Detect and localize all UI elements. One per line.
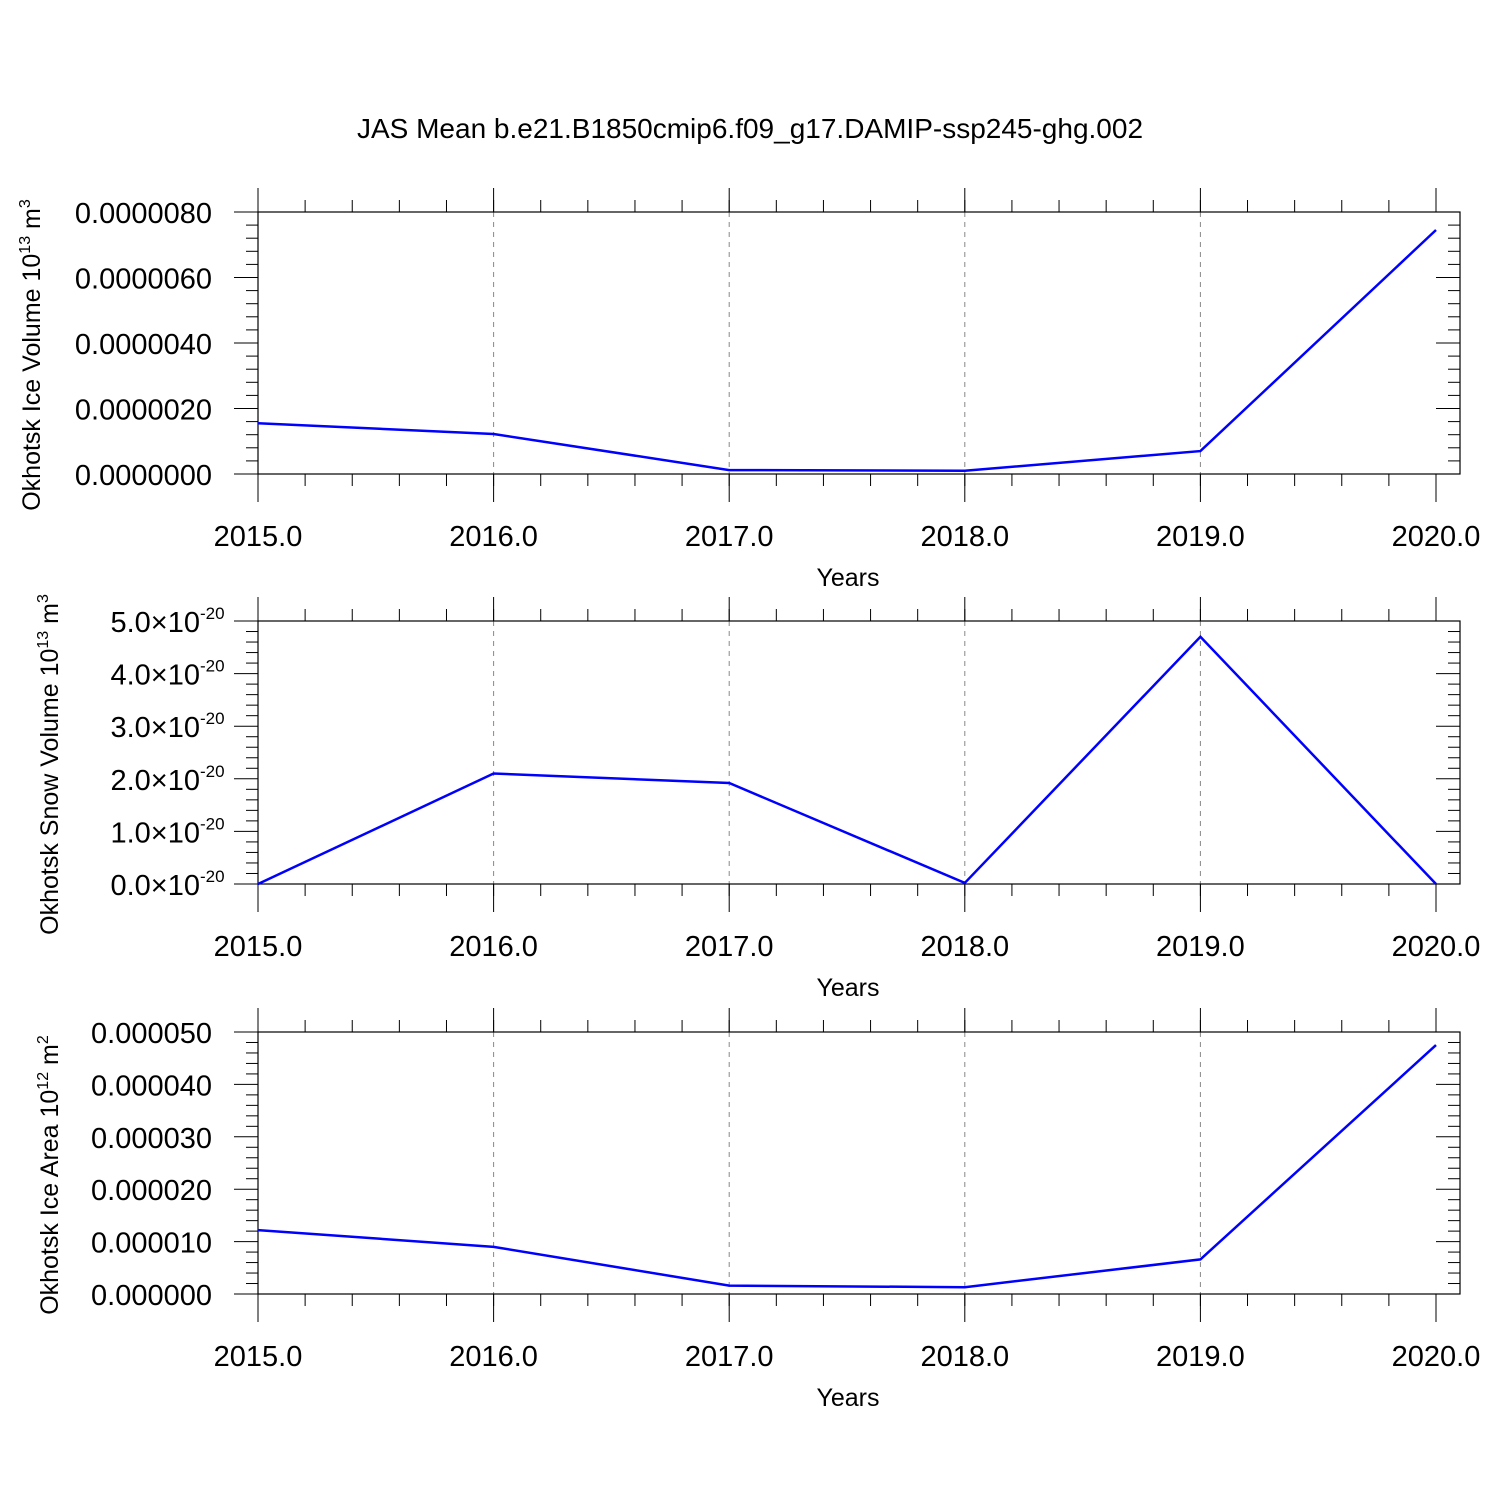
y-tick-label: 0.0000060	[75, 264, 212, 296]
y-tick-exponent: -20	[200, 657, 225, 676]
x-tick-label: 2016.0	[449, 521, 538, 553]
x-tick-label: 2018.0	[920, 931, 1009, 963]
x-tick-label: 2018.0	[920, 1341, 1009, 1373]
panel-ice-volume: 2015.0 2016.0 2017.0 2018.0 2019.0 2020.0 Year…	[17, 188, 1480, 592]
y-tick-label: 0.0×10	[110, 870, 200, 902]
x-tick-label: 2019.0	[1156, 521, 1245, 553]
y-axis-title: Okhotsk Snow Volume 1013 m3	[35, 594, 64, 935]
y-tick-exponent: -20	[200, 709, 225, 728]
panel-snow-volume: 2015.0 2016.0 2017.0 2018.0 2019.0 2020.0 Year…	[35, 594, 1480, 1002]
y-tick-label: 5.0×10	[110, 607, 200, 639]
x-tick-label: 2017.0	[685, 1341, 774, 1373]
series-line	[257, 229, 1437, 472]
y-tick-label: 0.000020	[91, 1175, 212, 1207]
y-axis-title: Okhotsk Ice Volume 1013 m3	[17, 199, 46, 511]
plot-frame	[257, 211, 1461, 475]
x-axis-title: Years	[816, 974, 879, 1002]
y-tick-label: 0.0000020	[75, 395, 212, 427]
x-tick-label: 2018.0	[920, 521, 1009, 553]
y-tick-exponent: -20	[200, 604, 225, 623]
y-tick-label: 0.0000040	[75, 329, 212, 361]
plot-frame	[257, 1031, 1461, 1295]
y-tick-label: 0.000010	[91, 1228, 212, 1260]
y-tick-label: 0.000030	[91, 1123, 212, 1155]
x-tick-label: 2017.0	[685, 931, 774, 963]
y-tick-label: 0.0000080	[75, 198, 212, 230]
y-tick-exponent: -20	[200, 762, 225, 781]
x-axis-title: Years	[816, 1384, 879, 1412]
x-tick-label: 2017.0	[685, 521, 774, 553]
y-tick-label: 0.000000	[91, 1280, 212, 1312]
panel-ice-area: 2015.0 2016.0 2017.0 2018.0 2019.0 2020.0 Year…	[35, 1008, 1480, 1412]
x-tick-label: 2016.0	[449, 1341, 538, 1373]
chart-title: JAS Mean b.e21.B1850cmip6.f09_g17.DAMIP-…	[357, 113, 1143, 144]
series-line	[257, 1044, 1437, 1289]
y-tick-label: 0.000040	[91, 1070, 212, 1102]
y-tick-label: 3.0×10	[110, 712, 200, 744]
x-tick-label: 2015.0	[214, 1341, 303, 1373]
x-tick-label: 2015.0	[214, 521, 303, 553]
plot-frame	[257, 620, 1461, 885]
series-line	[257, 634, 1437, 886]
x-axis-title: Years	[816, 564, 879, 592]
x-tick-label: 2020.0	[1392, 1341, 1481, 1373]
y-tick-label: 4.0×10	[110, 660, 200, 692]
x-tick-label: 2020.0	[1392, 521, 1481, 553]
y-tick-label: 1.0×10	[110, 817, 200, 849]
x-tick-label: 2019.0	[1156, 931, 1245, 963]
y-axis-title: Okhotsk Ice Area 1012 m2	[35, 1035, 64, 1315]
x-tick-label: 2020.0	[1392, 931, 1481, 963]
y-tick-label: 0.000050	[91, 1018, 212, 1050]
y-tick-label: 2.0×10	[110, 765, 200, 797]
x-tick-label: 2019.0	[1156, 1341, 1245, 1373]
y-tick-exponent: -20	[200, 867, 225, 886]
x-tick-label: 2016.0	[449, 931, 538, 963]
y-tick-label: 0.0000000	[75, 460, 212, 492]
y-tick-exponent: -20	[200, 814, 225, 833]
x-tick-label: 2015.0	[214, 931, 303, 963]
